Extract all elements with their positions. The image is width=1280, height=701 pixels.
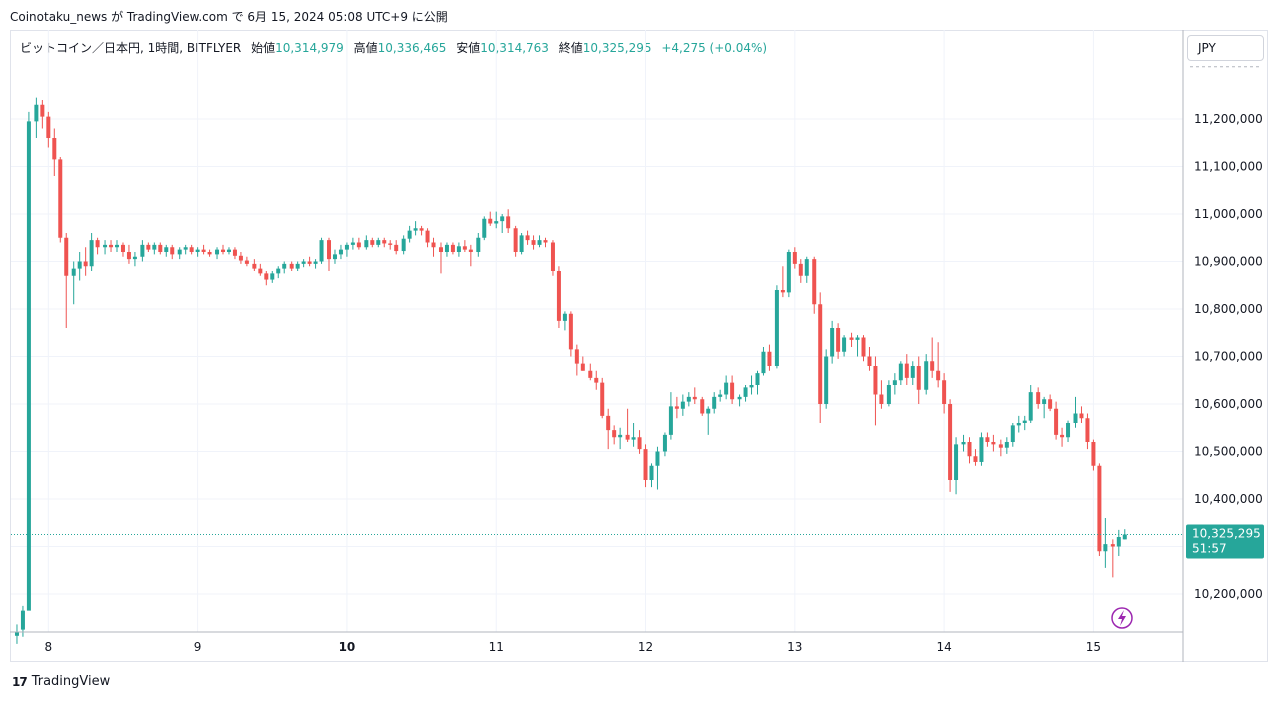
high-label: 高値 (353, 41, 378, 55)
open-label: 始値 (251, 41, 276, 55)
tradingview-logo-icon: 17 (12, 674, 28, 689)
brand-name: TradingView (31, 674, 111, 689)
low-label: 安値 (456, 41, 481, 55)
open-value: 10,314,979 (275, 41, 344, 55)
chart-panel[interactable] (10, 30, 1268, 662)
currency-button[interactable]: JPY (1187, 35, 1264, 61)
symbol-title[interactable]: ビットコイン／日本円, 1時間, BITFLYER (20, 41, 242, 55)
attribution-header: Coinotaku_news が TradingView.com で 6月 15… (10, 10, 448, 24)
close-label: 終値 (558, 41, 583, 55)
change-value: +4,275 (+0.04%) (661, 41, 768, 55)
ohlc-legend: ビットコイン／日本円, 1時間, BITFLYER 始値10,314,979 高… (20, 39, 767, 56)
close-value: 10,325,295 (582, 41, 652, 55)
tradingview-branding[interactable]: 17 TradingView (12, 674, 110, 689)
high-value: 10,336,465 (377, 41, 447, 55)
low-value: 10,314,763 (480, 41, 549, 55)
